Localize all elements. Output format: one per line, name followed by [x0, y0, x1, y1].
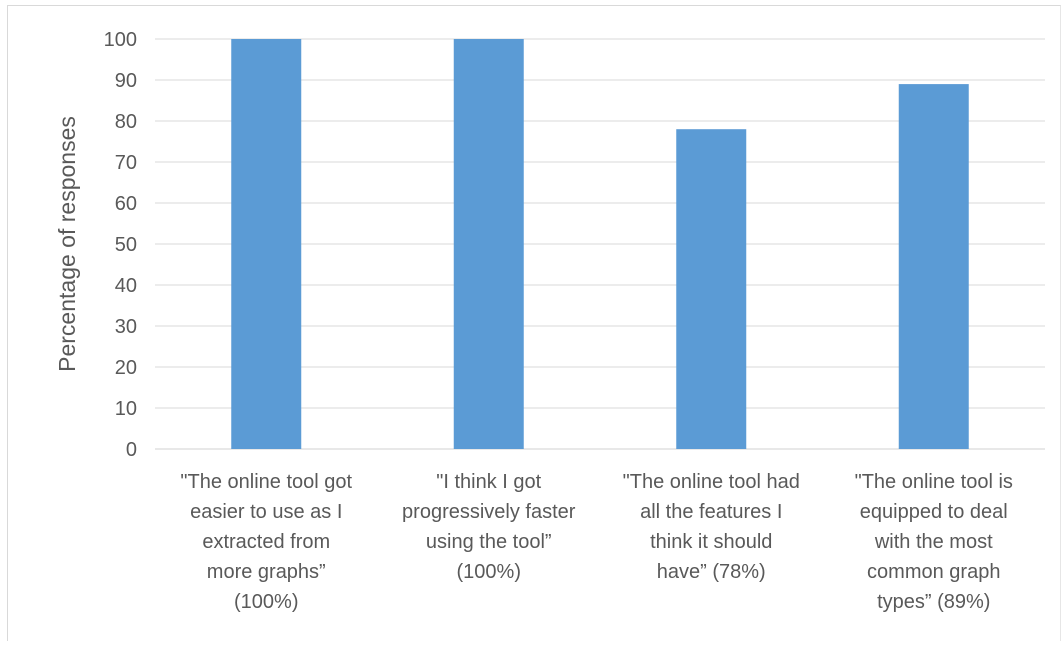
chart-frame	[7, 5, 1061, 641]
y-tick-label: 30	[115, 316, 137, 338]
x-category-label: "The online tool is equipped to deal with …	[855, 471, 1013, 613]
y-tick-label: 50	[115, 234, 137, 256]
y-tick-label: 20	[115, 357, 137, 379]
y-tick-label: 80	[115, 111, 137, 133]
bar	[453, 39, 524, 449]
y-axis-label: Percentage of responses	[54, 116, 80, 372]
y-tick-label: 90	[115, 70, 137, 92]
bars	[231, 39, 969, 449]
x-category-label: "I think I got progressively faster using …	[402, 471, 576, 583]
y-tick-label: 0	[126, 439, 137, 461]
y-tick-label: 100	[104, 29, 137, 51]
y-axis-ticks: 0 10 20 30 40 50 60 70 80 90 100	[104, 29, 137, 461]
y-tick-label: 60	[115, 193, 137, 215]
bar	[898, 84, 969, 449]
gridlines	[155, 38, 1045, 450]
bar	[231, 39, 302, 449]
y-tick-label: 70	[115, 152, 137, 174]
bar	[676, 129, 747, 449]
y-tick-label: 10	[115, 398, 137, 420]
y-tick-label: 40	[115, 275, 137, 297]
